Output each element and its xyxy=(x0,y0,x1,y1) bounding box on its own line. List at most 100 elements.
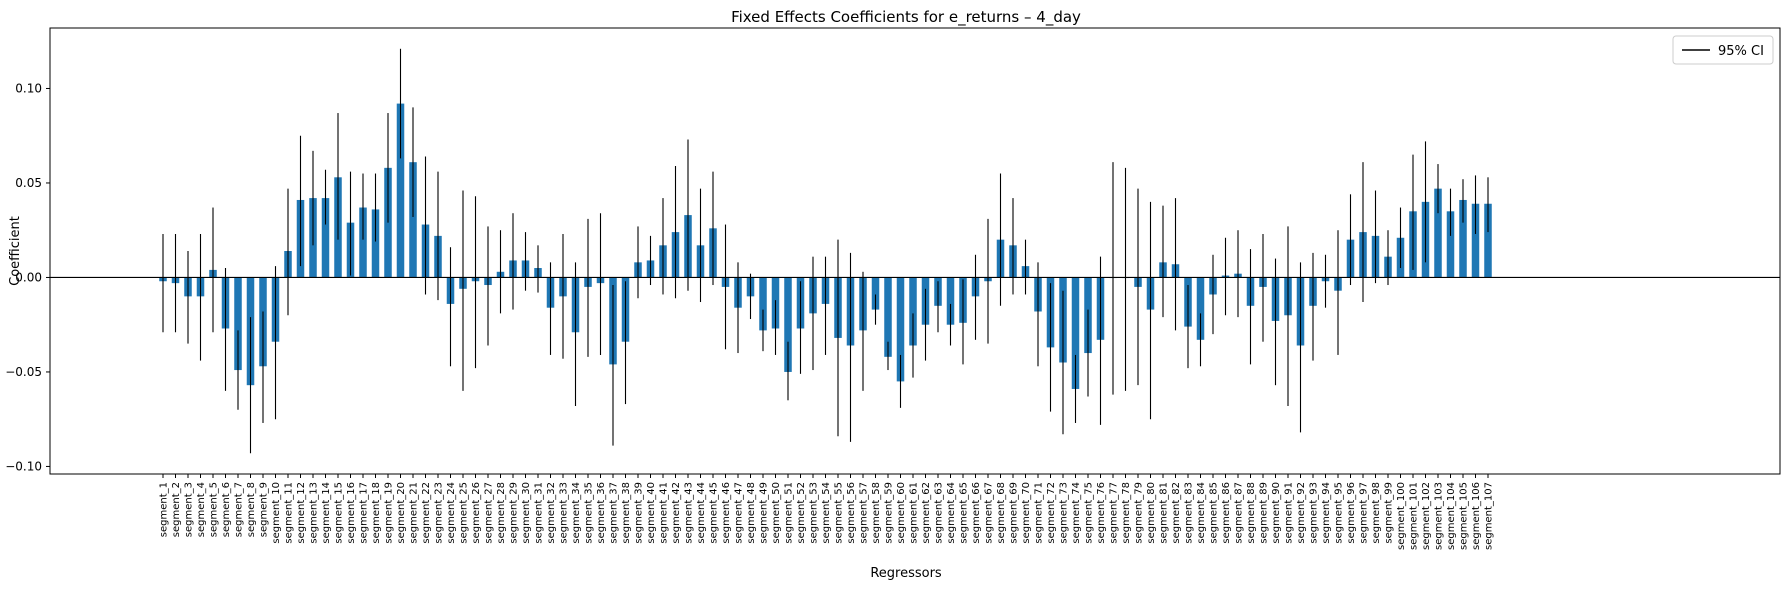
x-tick-label: segment_104 xyxy=(1446,482,1457,550)
bar-segment_64 xyxy=(946,277,955,325)
x-tick-label: segment_47 xyxy=(734,482,745,544)
x-tick-label: segment_32 xyxy=(546,482,557,544)
x-tick-label: segment_39 xyxy=(634,482,645,544)
x-tick-label: segment_59 xyxy=(884,482,895,544)
legend-box xyxy=(1672,35,1774,65)
x-tick-label: segment_98 xyxy=(1371,482,1382,544)
x-tick-label: segment_72 xyxy=(1046,482,1057,544)
x-tick-label: segment_45 xyxy=(709,482,720,544)
x-tick-label: segment_60 xyxy=(896,482,907,544)
y-tick-label: 0.10 xyxy=(15,81,42,95)
x-tick-label: segment_2 xyxy=(171,482,182,537)
bar-segment_105 xyxy=(1459,199,1467,278)
chart-title: Fixed Effects Coefficients for e_returns… xyxy=(731,8,1081,27)
x-tick-label: segment_58 xyxy=(871,482,882,544)
x-tick-label: segment_4 xyxy=(196,482,207,537)
bar-segment_14 xyxy=(321,198,330,278)
x-tick-label: segment_76 xyxy=(1096,482,1107,544)
x-tick-label: segment_75 xyxy=(1084,482,1095,544)
legend: 95% CI xyxy=(1672,35,1774,65)
legend-entry-ci: 95% CI xyxy=(1718,44,1764,59)
x-tick-label: segment_66 xyxy=(971,482,982,544)
x-tick-label: segment_1 xyxy=(159,482,170,537)
x-tick-label: segment_67 xyxy=(984,482,995,544)
x-tick-label: segment_56 xyxy=(846,482,857,544)
x-tick-label: segment_54 xyxy=(821,482,832,544)
bar-segment_21 xyxy=(409,162,417,278)
x-tick-label: segment_94 xyxy=(1321,482,1332,544)
x-tick-label: segment_86 xyxy=(1221,482,1232,544)
x-tick-label: segment_26 xyxy=(471,482,482,544)
x-tick-label: segment_65 xyxy=(959,482,970,544)
x-tick-label: segment_41 xyxy=(659,482,670,544)
x-tick-label: segment_99 xyxy=(1384,482,1395,544)
x-tick-label: segment_35 xyxy=(584,482,595,544)
x-tick-label: segment_8 xyxy=(246,482,257,537)
x-tick-label: segment_87 xyxy=(1234,482,1245,544)
x-tick-label: segment_43 xyxy=(684,482,695,544)
x-tick-label: segment_69 xyxy=(1009,482,1020,544)
bar-segment_17 xyxy=(359,207,367,278)
x-tick-label: segment_79 xyxy=(1134,482,1145,544)
x-tick-label: segment_27 xyxy=(484,482,495,544)
x-tick-label: segment_53 xyxy=(809,482,820,544)
x-tick-label: segment_62 xyxy=(921,482,932,544)
y-axis-label: Coefficient xyxy=(8,216,23,286)
x-tick-label: segment_24 xyxy=(446,482,457,544)
x-tick-label: segment_14 xyxy=(321,482,332,544)
x-axis: segment_1 segment_2 segment_3 segment_4 segm… xyxy=(159,474,1495,550)
bar-segment_84 xyxy=(1196,277,1205,340)
x-tick-label: segment_85 xyxy=(1209,482,1220,544)
x-tick-label: segment_36 xyxy=(596,482,607,544)
x-tick-label: segment_93 xyxy=(1309,482,1320,544)
x-tick-label: segment_19 xyxy=(384,482,395,544)
x-tick-label: segment_44 xyxy=(696,482,707,544)
x-tick-label: segment_64 xyxy=(946,482,957,544)
x-tick-label: segment_25 xyxy=(459,482,470,544)
bar-segment_20 xyxy=(396,103,405,278)
x-tick-label: segment_90 xyxy=(1271,482,1282,544)
x-tick-label: segment_11 xyxy=(284,482,295,544)
x-tick-label: segment_77 xyxy=(1109,482,1120,544)
x-tick-label: segment_5 xyxy=(209,482,220,537)
bar-segment_103 xyxy=(1434,188,1442,278)
x-tick-label: segment_28 xyxy=(496,482,507,544)
x-tick-label: segment_88 xyxy=(1246,482,1257,544)
x-tick-label: segment_22 xyxy=(421,482,432,544)
x-tick-label: segment_49 xyxy=(759,482,770,544)
x-tick-label: segment_20 xyxy=(396,482,407,544)
x-tick-label: segment_55 xyxy=(834,482,845,544)
x-tick-label: segment_100 xyxy=(1396,482,1407,550)
x-tick-label: segment_30 xyxy=(521,482,532,544)
bar-segment_74 xyxy=(1071,277,1080,389)
ci-errorbars-layer xyxy=(162,48,1489,454)
x-tick-label: segment_105 xyxy=(1459,482,1470,550)
x-tick-label: segment_38 xyxy=(621,482,632,544)
x-tick-label: segment_96 xyxy=(1346,482,1357,544)
bar-segment_19 xyxy=(384,167,392,278)
x-tick-label: segment_48 xyxy=(746,482,757,544)
x-tick-label: segment_101 xyxy=(1409,482,1420,550)
plot-frame xyxy=(49,27,1781,475)
x-tick-label: segment_51 xyxy=(784,482,795,544)
x-tick-label: segment_102 xyxy=(1421,482,1432,550)
x-tick-label: segment_13 xyxy=(309,482,320,544)
x-tick-label: segment_6 xyxy=(221,482,232,537)
x-tick-label: segment_82 xyxy=(1171,482,1182,544)
bar-segment_49 xyxy=(759,277,767,331)
y-tick-label: 0.00 xyxy=(15,270,42,284)
x-tick-label: segment_18 xyxy=(371,482,382,544)
x-tick-label: segment_89 xyxy=(1259,482,1270,544)
y-tick-label: 0.05 xyxy=(15,176,42,190)
x-tick-label: segment_16 xyxy=(346,482,357,544)
bar-segment_7 xyxy=(234,277,242,371)
x-tick-label: segment_84 xyxy=(1196,482,1207,544)
x-tick-label: segment_71 xyxy=(1034,482,1045,544)
x-tick-label: segment_70 xyxy=(1021,482,1032,544)
x-tick-label: segment_52 xyxy=(796,482,807,544)
bar-segment_106 xyxy=(1471,203,1480,278)
y-tick-label: −0.10 xyxy=(5,459,42,473)
